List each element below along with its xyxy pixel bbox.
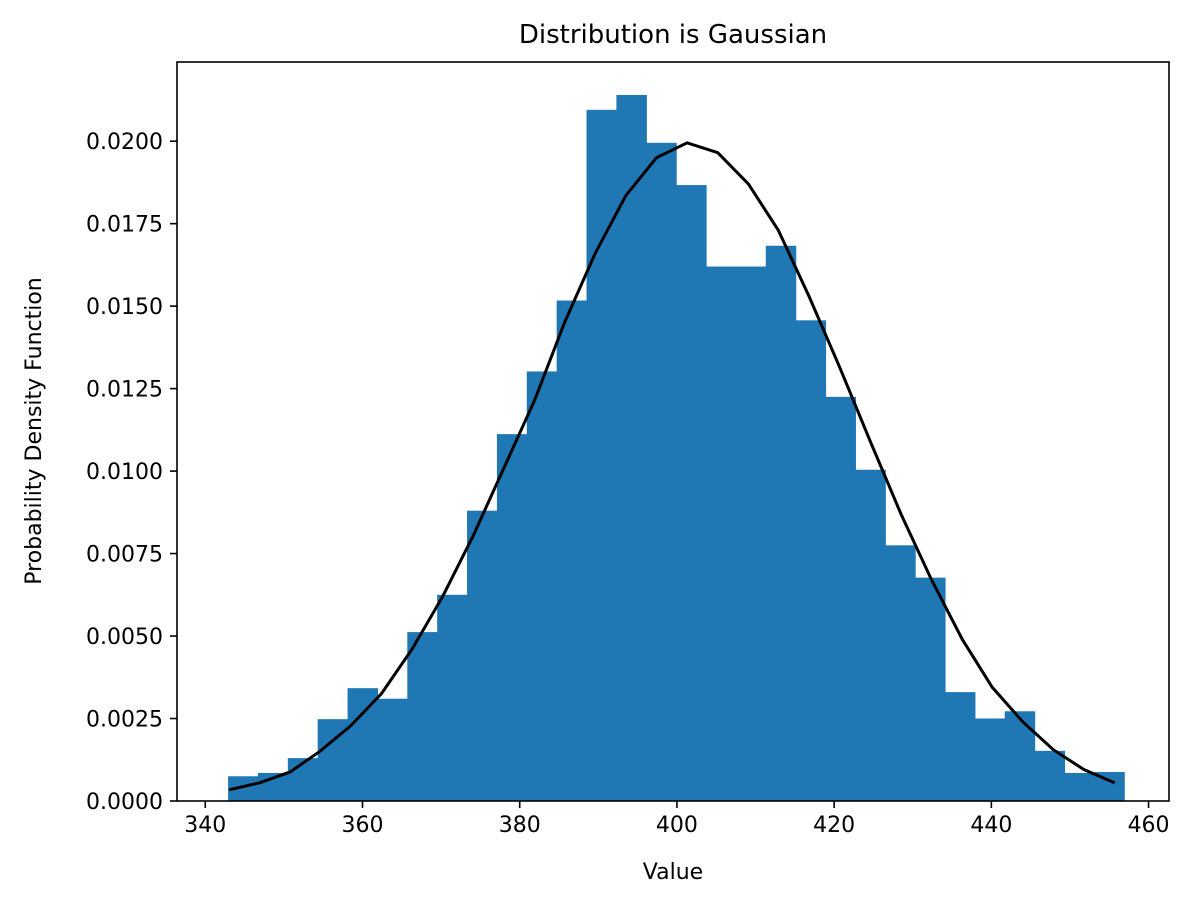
histogram-bar (496, 434, 528, 801)
pdf-curve (228, 141, 1116, 792)
pdf-curve-group (228, 141, 1116, 792)
y-tick-label: 0.0050 (86, 625, 163, 650)
histogram-bar (885, 545, 916, 801)
histogram-bar (944, 692, 976, 801)
histogram-bars (228, 94, 1125, 802)
y-tick-label: 0.0100 (86, 460, 163, 485)
histogram-bar (1004, 711, 1036, 801)
x-tick-label: 440 (970, 813, 1012, 838)
histogram-bar (706, 266, 737, 801)
y-tick-label: 0.0125 (86, 378, 163, 403)
y-tick-label: 0.0150 (86, 295, 163, 320)
x-tick-label: 340 (184, 813, 226, 838)
y-tick-label: 0.0200 (86, 130, 163, 155)
y-tick-label: 0.0025 (86, 708, 163, 733)
histogram-bar (646, 142, 677, 801)
histogram-bar (467, 510, 498, 801)
x-axis-ticks: 340 360 380 400 420 440 460 (184, 801, 1170, 838)
y-tick-label: 0.0000 (86, 790, 163, 815)
histogram-bar (556, 300, 588, 801)
y-axis-ticks: 0.0000 0.0025 0.0050 0.0075 0.0100 0.0125 0.01… (86, 130, 177, 815)
histogram-bar (347, 688, 379, 801)
x-tick-label: 420 (813, 813, 855, 838)
histogram-bar (377, 698, 408, 801)
x-tick-label: 380 (499, 813, 541, 838)
histogram-bar (616, 94, 647, 802)
histogram-bar (407, 632, 438, 801)
histogram-bar (1064, 772, 1095, 801)
histogram-bar (676, 185, 707, 801)
x-tick-label: 360 (342, 813, 384, 838)
histogram-bar (765, 245, 797, 801)
histogram-bar (795, 320, 827, 801)
x-tick-label: 460 (1128, 813, 1170, 838)
x-tick-label: 400 (656, 813, 698, 838)
x-axis-label: Value (643, 860, 703, 885)
histogram-bar (437, 594, 468, 801)
histogram-bar (526, 371, 558, 801)
histogram-bar (1034, 750, 1066, 801)
histogram-bar (825, 396, 856, 801)
histogram-bar (735, 266, 767, 801)
y-axis-label: Probability Density Function (22, 277, 47, 585)
histogram-bar (915, 577, 946, 801)
histogram-bar (855, 469, 886, 801)
histogram-bar (287, 758, 319, 801)
histogram-bar (974, 718, 1006, 801)
plot-frame (176, 61, 1170, 802)
y-tick-label: 0.0175 (86, 213, 163, 238)
chart-title: Distribution is Gaussian (519, 20, 827, 50)
histogram-bar (586, 109, 617, 802)
y-tick-label: 0.0075 (86, 543, 163, 568)
